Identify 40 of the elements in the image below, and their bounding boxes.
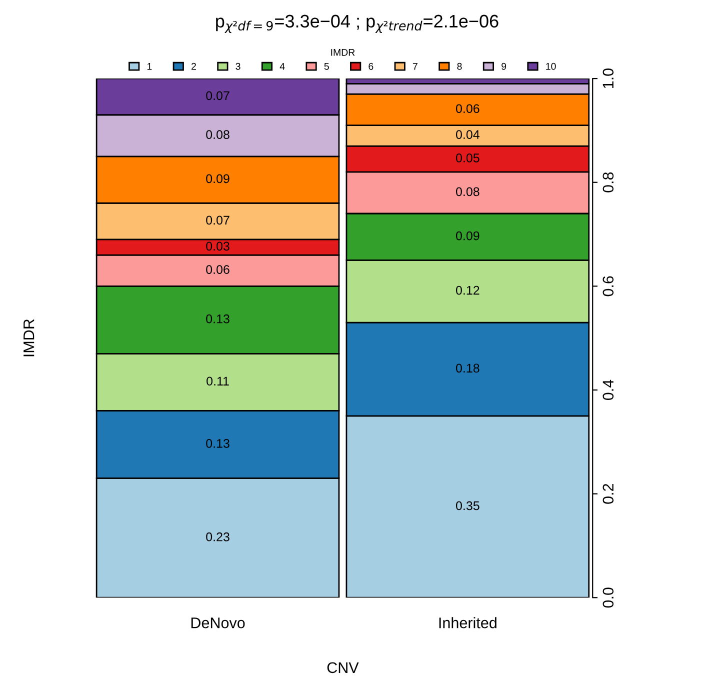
legend-label: 2 (192, 62, 196, 70)
chart-title: p$_{χ²df=9}$=3.3e−04 ; p$_{χ²trend}$=2.1e−06 (216, 14, 498, 33)
x-tick-label: DeNovo (191, 618, 245, 628)
legend-label: 5 (324, 63, 329, 70)
data-label: 0.18 (456, 364, 480, 373)
data-label: 0.08 (206, 130, 230, 139)
data-label: 0.23 (206, 532, 230, 542)
legend-label: 4 (280, 63, 285, 70)
y-tick-label: 0.6 (602, 276, 614, 296)
x-tick-label: Inherited (439, 617, 496, 628)
y-tick-label: 0.0 (602, 588, 614, 608)
y-tick-label: 0.4 (602, 380, 614, 400)
y-tick-label: 0.8 (602, 172, 614, 192)
legend-label: 1 (147, 63, 152, 70)
data-label: 0.05 (456, 154, 480, 162)
data-label: 0.35 (456, 501, 480, 510)
data-label: 0.12 (456, 286, 480, 295)
legend-label: 6 (368, 62, 374, 70)
data-label: 0.09 (206, 174, 230, 184)
y-axis-title: IMDR (24, 319, 34, 356)
legend-label: 9 (502, 62, 506, 70)
legend-label: 3 (236, 62, 240, 70)
data-label: 0.06 (456, 104, 480, 114)
data-label: 0.07 (206, 216, 230, 225)
data-label: 0.09 (456, 231, 480, 240)
y-tick-label: 0.2 (602, 484, 614, 504)
data-label: 0.13 (206, 439, 230, 448)
data-label: 0.03 (206, 242, 230, 251)
legend-title: IMDR (331, 49, 355, 56)
data-label: 0.11 (206, 376, 229, 386)
legend-label: 10 (546, 62, 556, 70)
x-axis-title: CNV (327, 662, 359, 674)
data-label: 0.04 (456, 130, 480, 139)
data-label: 0.13 (206, 314, 230, 324)
data-label: 0.07 (206, 91, 230, 100)
legend-label: 8 (457, 62, 462, 70)
data-label: 0.06 (206, 265, 230, 274)
legend-label: 7 (413, 63, 418, 70)
data-label: 0.08 (456, 187, 480, 196)
y-tick-label: 1.0 (602, 68, 614, 88)
